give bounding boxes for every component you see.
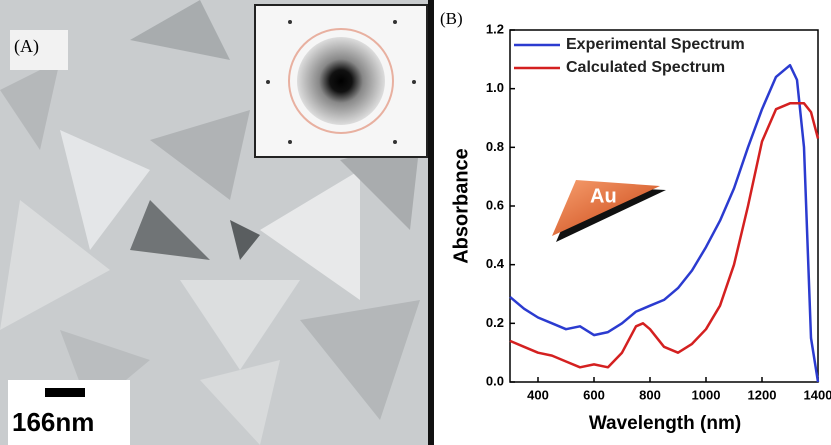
y-axis-label: Absorbance (450, 148, 472, 264)
x-axis-label: Wavelength (nm) (589, 413, 741, 434)
x-tick-label: 1200 (748, 387, 777, 402)
legend-label: Experimental Spectrum (566, 36, 745, 53)
figure: (A) 166nm (B) Absorbance Wavelength (nm)… (0, 0, 831, 445)
y-tick-label: 0.8 (486, 139, 504, 154)
panel-label: (B) (440, 9, 463, 28)
x-tick-label: 1000 (692, 387, 721, 402)
x-tick-label: 600 (583, 387, 605, 402)
y-tick-label: 1.0 (486, 80, 504, 95)
legend-label: Calculated Spectrum (566, 59, 725, 76)
annotation: Au (590, 185, 617, 207)
tem-image (0, 0, 434, 445)
x-tick-label: 800 (639, 387, 661, 402)
y-tick-label: 1.2 (486, 21, 504, 36)
scale-bar-label: 166nm (12, 407, 94, 437)
y-tick-label: 0.6 (486, 197, 504, 212)
y-tick-label: 0.4 (486, 256, 505, 271)
y-tick-label: 0.0 (486, 373, 504, 388)
x-tick-label: 400 (527, 387, 549, 402)
x-tick-label: 1400 (804, 387, 831, 402)
y-tick-label: 0.2 (486, 315, 504, 330)
panel-label: (A) (14, 36, 39, 57)
